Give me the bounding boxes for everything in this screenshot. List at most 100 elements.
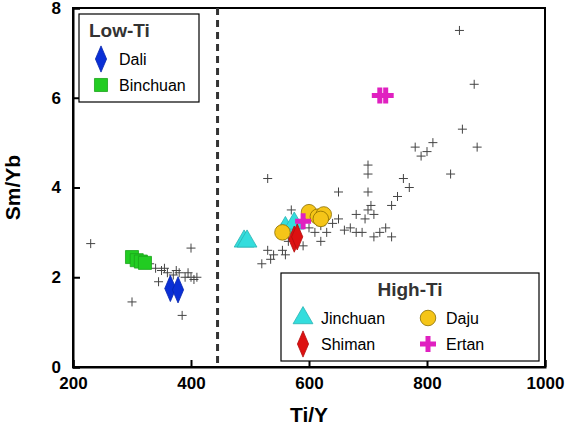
point-group <box>263 246 272 255</box>
point <box>364 187 373 196</box>
point <box>172 277 183 303</box>
point-group <box>381 223 390 232</box>
point-group <box>473 143 482 152</box>
legend: High-TiJinchuanDajuShimanErtan <box>281 273 539 361</box>
x-tick-label: 200 <box>59 374 87 393</box>
point-group <box>428 138 437 147</box>
y-tick: 2 <box>52 268 80 287</box>
x-tick-mark <box>191 360 193 367</box>
point-group <box>257 259 266 268</box>
point-group <box>352 228 361 237</box>
point <box>305 223 314 232</box>
point-group <box>446 170 455 179</box>
legend-marker <box>293 307 313 324</box>
point <box>340 226 349 235</box>
point <box>154 277 163 286</box>
series <box>125 251 151 270</box>
y-tick: 4 <box>52 178 80 197</box>
point <box>364 170 373 179</box>
x-tick-label: 400 <box>177 374 205 393</box>
point-group <box>192 273 201 282</box>
legend-entry: Shiman <box>297 331 375 357</box>
legend-marker <box>297 331 308 357</box>
legend-entry: Binchuan <box>94 77 185 94</box>
legend-marker <box>94 78 107 91</box>
reference-line <box>216 8 219 367</box>
point <box>387 201 396 210</box>
x-tick: 400 <box>177 360 205 393</box>
point-group <box>369 232 378 241</box>
point-group <box>334 187 343 196</box>
point <box>378 88 394 104</box>
point <box>405 183 414 192</box>
legend-title: Low-Ti <box>89 20 150 41</box>
point-group <box>316 237 325 246</box>
y-tick-label: 4 <box>52 178 62 197</box>
legend-entry: Ertan <box>420 336 484 353</box>
legend-label: Dali <box>119 51 147 68</box>
legend-marker <box>420 336 436 352</box>
x-tick-label: 1000 <box>527 374 565 393</box>
legend-label: Shiman <box>321 336 375 353</box>
point-group <box>275 225 291 241</box>
y-tick-label: 8 <box>52 0 61 18</box>
legend-marker-group <box>94 78 107 91</box>
point <box>381 223 390 232</box>
point-group <box>375 228 384 237</box>
point-group <box>364 187 373 196</box>
y-tick-mark <box>73 367 80 369</box>
point <box>352 228 361 237</box>
point-group <box>187 244 196 253</box>
point <box>237 230 257 247</box>
point <box>346 223 355 232</box>
x-tick-label: 800 <box>413 374 441 393</box>
point <box>178 311 187 320</box>
y-tick-label: 2 <box>52 268 61 287</box>
x-tick: 800 <box>413 360 441 393</box>
point <box>263 174 272 183</box>
point <box>175 268 184 277</box>
point-group <box>364 161 373 170</box>
point <box>192 273 201 282</box>
legend-box <box>79 14 199 102</box>
point <box>269 250 278 259</box>
point-group <box>151 264 160 273</box>
y-axis-title: Sm/Yb <box>1 155 24 220</box>
series <box>165 275 184 303</box>
point-group <box>86 239 95 248</box>
y-tick: 0 <box>52 358 80 377</box>
point-group <box>399 174 408 183</box>
point <box>316 237 325 246</box>
legend-label: Ertan <box>446 336 484 353</box>
point <box>364 161 373 170</box>
point <box>334 187 343 196</box>
legend-entry: Jinchuan <box>293 307 385 327</box>
point <box>86 239 95 248</box>
y-axis: 0 2 4 6 8 <box>52 0 80 377</box>
point <box>361 214 370 223</box>
series <box>275 204 332 240</box>
point-group <box>352 210 361 219</box>
y-tick: 8 <box>52 0 80 18</box>
y-tick-label: 6 <box>52 89 61 108</box>
point <box>313 211 329 227</box>
y-tick-mark <box>73 8 80 10</box>
legend-marker-group <box>95 46 106 72</box>
point-group <box>411 143 420 152</box>
point <box>375 228 384 237</box>
point <box>455 26 464 35</box>
point-group <box>295 213 311 229</box>
point <box>263 246 272 255</box>
legend-label: Daju <box>446 310 479 327</box>
legend-entry: Daju <box>420 310 479 327</box>
point <box>417 152 426 161</box>
point <box>393 192 402 201</box>
point-group <box>340 226 349 235</box>
point-group <box>405 183 414 192</box>
point <box>310 228 319 237</box>
point <box>458 125 467 134</box>
plot-frame <box>73 8 545 367</box>
legend-label: Jinchuan <box>321 310 385 327</box>
point <box>369 210 378 219</box>
point-group <box>281 250 290 259</box>
